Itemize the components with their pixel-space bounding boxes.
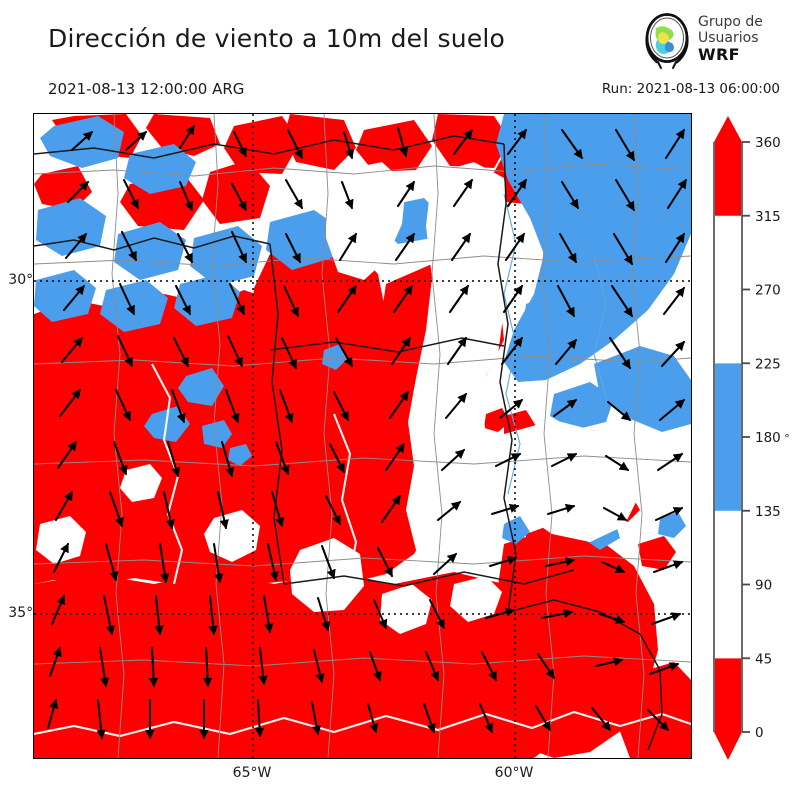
model-run-label: Run: 2021-08-13 06:00:00 [601,81,780,97]
cb-tick-90: 90 [755,578,772,594]
logo-line-2: Usuarios [698,30,759,46]
colorbar-extend-high [714,116,742,142]
colorbar-ticks [742,141,750,733]
cb-tick-180: 180 [755,430,781,446]
cb-tick-45: 45 [755,651,772,667]
province-borders [34,114,691,758]
country-borders [34,135,663,751]
lon-tick-65w: 65°W [232,765,272,781]
map-canvas[interactable] [33,113,692,759]
colorbar-bands [714,142,742,732]
logo-line-3: WRF [698,45,740,64]
lon-tick-60w: 60°W [494,765,534,781]
colorbar-unit-label: ° [784,432,790,445]
colorbar-svg: 0 45 90 135 180 225 270 315 360 ° [713,116,790,760]
logo-text-block: Grupo de Usuarios WRF [698,14,790,64]
cb-tick-270: 270 [755,283,781,299]
colorbar[interactable]: 0 45 90 135 180 225 270 315 360 ° [703,112,793,762]
colorbar-tick-labels: 0 45 90 135 180 225 270 315 360 [755,135,781,741]
cb-tick-0: 0 [755,725,764,741]
valid-time-label: 2021-08-13 12:00:00 ARG [48,80,245,98]
cb-tick-315: 315 [755,209,781,225]
wind-vector-arrows [46,124,688,740]
cb-tick-135: 135 [755,504,781,520]
cb-tick-360: 360 [755,135,781,151]
wrf-user-group-logo: Grupo de Usuarios WRF [638,12,790,74]
globe-emblem-icon [645,13,689,69]
graticule [34,114,691,758]
logo-line-1: Grupo de [698,14,763,30]
page-title: Dirección de viento a 10m del suelo [48,24,506,53]
colorbar-extend-low [714,732,742,760]
cb-tick-225: 225 [755,356,781,372]
wind-direction-field [34,114,691,758]
